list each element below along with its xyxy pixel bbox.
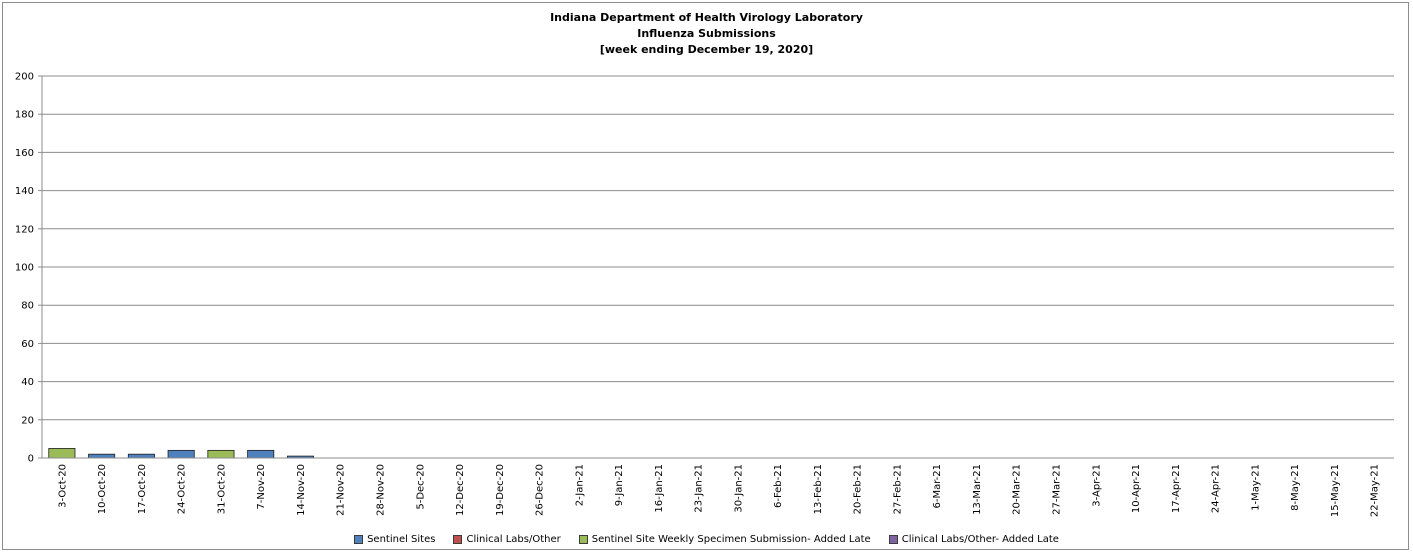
legend-swatch-sentinel-added-late bbox=[578, 535, 588, 544]
bar-7-Nov-20-series-0 bbox=[247, 449, 275, 459]
bar-17-Oct-20-series-0 bbox=[127, 453, 155, 459]
x-tick-label: 13-Mar-21 bbox=[972, 464, 983, 515]
x-tick-label: 23-Jan-21 bbox=[694, 464, 705, 513]
chart-title: Indiana Department of Health Virology La… bbox=[0, 10, 1413, 58]
legend-label-clinical-added-late: Clinical Labs/Other- Added Late bbox=[901, 534, 1059, 545]
chart-title-line-2: Influenza Submissions bbox=[637, 27, 776, 40]
y-tick-label: 100 bbox=[15, 263, 34, 274]
x-tick-label: 3-Apr-21 bbox=[1091, 464, 1102, 507]
bar-10-Oct-20-series-0 bbox=[88, 453, 116, 459]
legend: Sentinel Sites Clinical Labs/Other Senti… bbox=[0, 534, 1413, 545]
y-axis-tick-labels: 0 20 40 60 80 100 120 140 160 180 200 bbox=[15, 72, 34, 465]
x-tick-label: 24-Oct-20 bbox=[177, 464, 188, 514]
x-tick-label: 17-Apr-21 bbox=[1171, 464, 1182, 513]
x-tick-label: 6-Feb-21 bbox=[773, 464, 784, 508]
x-tick-label: 9-Jan-21 bbox=[614, 464, 625, 506]
y-tick-label: 140 bbox=[15, 186, 34, 197]
x-tick-label: 13-Feb-21 bbox=[813, 464, 824, 514]
x-tick-label: 28-Nov-20 bbox=[376, 464, 387, 516]
x-tick-label: 31-Oct-20 bbox=[216, 464, 227, 514]
legend-swatch-clinical-labs bbox=[453, 535, 463, 544]
legend-label-sentinel-added-late: Sentinel Site Weekly Specimen Submission… bbox=[591, 534, 871, 545]
x-tick-label: 16-Jan-21 bbox=[654, 464, 665, 513]
x-tick-label: 19-Dec-20 bbox=[495, 464, 506, 516]
legend-swatch-clinical-added-late bbox=[888, 535, 898, 544]
x-axis-tick-labels: 3-Oct-20 10-Oct-20 17-Oct-20 24-Oct-20 31-Oc… bbox=[57, 464, 1380, 517]
x-tick-label: 20-Feb-21 bbox=[853, 464, 864, 514]
gridlines bbox=[38, 75, 1394, 459]
x-tick-label: 26-Dec-20 bbox=[535, 464, 546, 516]
legend-label-sentinel-sites: Sentinel Sites bbox=[367, 534, 436, 545]
y-tick-label: 20 bbox=[21, 415, 34, 426]
y-tick-label: 200 bbox=[15, 72, 34, 83]
bar-24-Oct-20-series-0 bbox=[167, 449, 195, 459]
x-tick-label: 7-Nov-20 bbox=[256, 464, 267, 510]
x-tick-label: 10-Apr-21 bbox=[1131, 464, 1142, 513]
x-tick-label: 21-Nov-20 bbox=[336, 464, 347, 516]
y-tick-label: 180 bbox=[15, 110, 34, 121]
x-tick-label: 27-Feb-21 bbox=[892, 464, 903, 514]
y-tick-label: 60 bbox=[21, 339, 34, 350]
legend-swatch-sentinel-sites bbox=[354, 535, 364, 544]
x-tick-label: 17-Oct-20 bbox=[137, 464, 148, 514]
y-tick-label: 40 bbox=[21, 377, 34, 388]
bar-31-Oct-20-series-2 bbox=[207, 449, 235, 459]
x-tick-label: 22-May-21 bbox=[1370, 464, 1381, 517]
x-tick-label: 30-Jan-21 bbox=[733, 464, 744, 513]
legend-item-clinical-labs: Clinical Labs/Other bbox=[453, 534, 561, 545]
x-tick-label: 1-May-21 bbox=[1250, 464, 1261, 511]
y-tick-label: 160 bbox=[15, 148, 34, 159]
bar-3-Oct-20-series-2 bbox=[48, 448, 76, 459]
x-tick-label: 5-Dec-20 bbox=[415, 464, 426, 510]
y-tick-label: 0 bbox=[28, 454, 34, 465]
x-tick-label: 20-Mar-21 bbox=[1012, 464, 1023, 515]
x-tick-label: 27-Mar-21 bbox=[1052, 464, 1063, 515]
legend-item-sentinel-sites: Sentinel Sites bbox=[354, 534, 435, 545]
bars bbox=[48, 448, 314, 459]
y-tick-label: 120 bbox=[15, 224, 34, 235]
x-tick-label: 10-Oct-20 bbox=[97, 464, 108, 514]
x-tick-label: 15-May-21 bbox=[1330, 464, 1341, 517]
x-tick-label: 24-Apr-21 bbox=[1211, 464, 1222, 513]
axes bbox=[41, 76, 1394, 459]
x-tick-label: 12-Dec-20 bbox=[455, 464, 466, 516]
chart-title-line-3: [week ending December 19, 2020] bbox=[599, 43, 814, 56]
chart-title-line-1: Indiana Department of Health Virology La… bbox=[550, 11, 863, 24]
y-tick-label: 80 bbox=[21, 301, 34, 312]
legend-label-clinical-labs: Clinical Labs/Other bbox=[466, 534, 561, 545]
legend-item-clinical-added-late: Clinical Labs/Other- Added Late bbox=[888, 534, 1059, 545]
x-tick-label: 14-Nov-20 bbox=[296, 464, 307, 516]
x-tick-label: 6-Mar-21 bbox=[932, 464, 943, 509]
legend-item-sentinel-added-late: Sentinel Site Weekly Specimen Submission… bbox=[578, 534, 871, 545]
x-tick-label: 3-Oct-20 bbox=[57, 464, 68, 508]
x-tick-label: 2-Jan-21 bbox=[574, 464, 585, 506]
x-tick-label: 8-May-21 bbox=[1290, 464, 1301, 511]
